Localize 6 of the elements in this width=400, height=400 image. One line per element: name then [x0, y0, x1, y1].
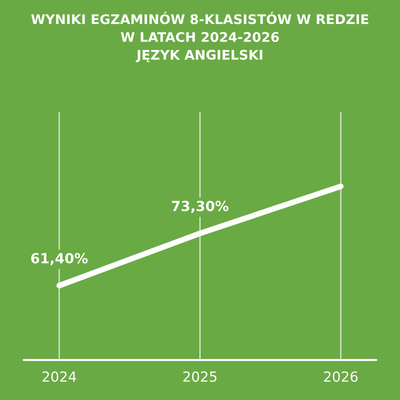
x-tick-label: 2026 — [324, 371, 358, 382]
x-tick-label: 2024 — [42, 371, 76, 382]
x-tick-label: 2025 — [183, 371, 216, 382]
data-label: 73,30% — [172, 200, 228, 214]
chart-title: WYNIKI EGZAMINÓW 8-KLASISTÓW W REDZIE W LATACH 2024-2026 JĘZYK ANGIELSKI — [31, 12, 368, 62]
data-label: 61,40% — [31, 252, 88, 266]
